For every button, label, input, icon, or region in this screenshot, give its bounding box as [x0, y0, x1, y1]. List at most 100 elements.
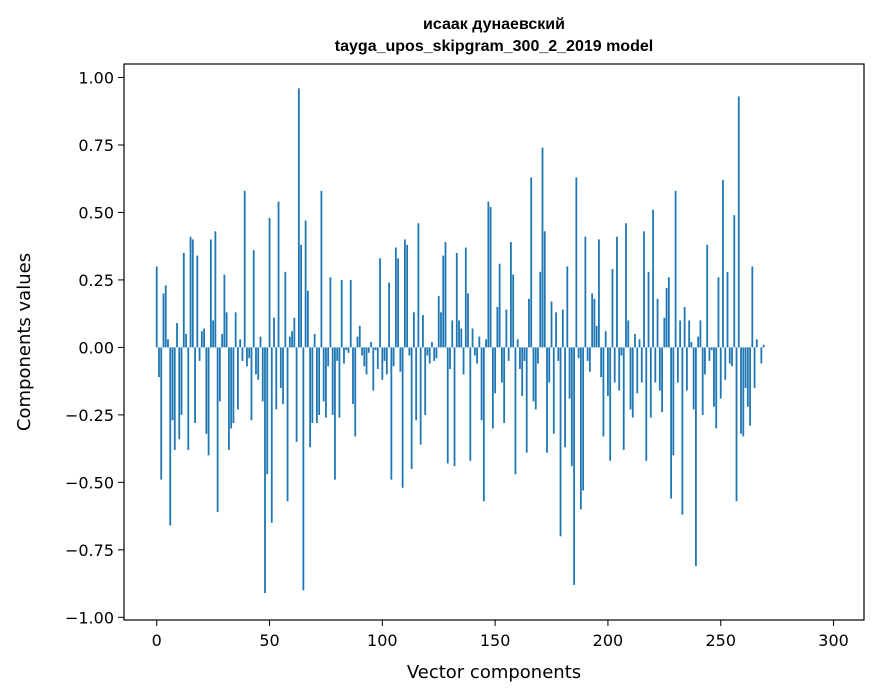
bar [248, 347, 251, 359]
bar [602, 347, 605, 437]
bar [600, 347, 603, 378]
bar [401, 347, 404, 488]
bar [532, 347, 535, 402]
bar [230, 347, 233, 429]
bars-group [155, 88, 765, 594]
bar [496, 306, 499, 348]
y-tick-label: 0.75 [78, 136, 114, 155]
bar [155, 266, 158, 348]
bar [358, 325, 361, 348]
bar [349, 279, 352, 348]
bar [469, 347, 472, 461]
bar [537, 347, 539, 364]
bar [444, 242, 447, 348]
bar [591, 293, 594, 348]
bar [449, 347, 451, 369]
bar [460, 328, 463, 348]
bar [370, 342, 372, 348]
bar [692, 347, 695, 410]
bar [706, 244, 709, 348]
bar [266, 347, 269, 475]
x-tick-label: 200 [593, 631, 624, 650]
bar [487, 201, 490, 348]
bar [482, 347, 485, 502]
chart-subtitle: tayga_upos_skipgram_300_2_2019 model [335, 38, 653, 55]
bar [392, 347, 395, 367]
bar [440, 312, 442, 348]
bar [228, 347, 230, 450]
bar [286, 347, 289, 502]
bar [345, 347, 348, 351]
bar [510, 242, 512, 348]
bar [507, 347, 510, 361]
bar [255, 347, 257, 375]
bar [697, 336, 700, 348]
bar [634, 333, 636, 348]
bar [728, 347, 731, 364]
bar [196, 255, 199, 348]
bar [514, 347, 517, 475]
bar [607, 347, 609, 396]
bar [735, 347, 738, 502]
bar [356, 336, 359, 348]
bar [616, 236, 618, 348]
bar [541, 147, 544, 348]
bar [273, 317, 275, 348]
bar [528, 298, 530, 348]
bar [516, 339, 519, 348]
bar [570, 347, 573, 467]
bar [270, 347, 273, 523]
bar [331, 347, 334, 415]
bar [309, 347, 312, 448]
bar [446, 347, 449, 464]
bar [207, 347, 210, 456]
bar [232, 347, 235, 423]
bar [609, 347, 612, 461]
bar [394, 247, 397, 348]
bar [354, 347, 357, 437]
bar [643, 231, 645, 348]
bar [282, 347, 284, 405]
bar [582, 347, 585, 491]
bar [744, 347, 747, 388]
bar [636, 347, 639, 394]
bar [234, 312, 237, 348]
bar [363, 347, 366, 367]
bar [683, 306, 686, 348]
bar [334, 347, 336, 480]
bar [476, 347, 478, 364]
bar [458, 320, 460, 348]
bar [315, 347, 318, 423]
bar [762, 344, 765, 348]
bar [548, 347, 551, 383]
bar [246, 347, 248, 367]
bar [588, 347, 591, 372]
x-tick-label: 300 [818, 631, 849, 650]
bar [742, 347, 745, 437]
bar [690, 342, 693, 348]
bar [505, 309, 508, 348]
bar [713, 347, 715, 407]
bar [726, 271, 729, 348]
bar [413, 312, 415, 348]
bar [410, 347, 413, 469]
x-tick-label: 50 [259, 631, 279, 650]
bar [584, 236, 587, 348]
bar [627, 320, 630, 348]
bar [277, 201, 280, 348]
y-tick-label: −1.00 [65, 608, 114, 627]
bar [620, 347, 623, 356]
bar [552, 347, 555, 434]
bar [491, 347, 494, 429]
bar [715, 347, 718, 429]
bar [753, 347, 756, 388]
bar [419, 347, 422, 445]
bar [383, 347, 386, 361]
bar [261, 347, 264, 402]
y-axis: 1.00 0.75 0.50 0.25 0.00 −0.25 −0.50 −0.75 −1.00 [65, 68, 124, 627]
bar [500, 347, 503, 383]
bar [649, 347, 652, 418]
bar [539, 271, 542, 348]
bar [523, 347, 526, 361]
